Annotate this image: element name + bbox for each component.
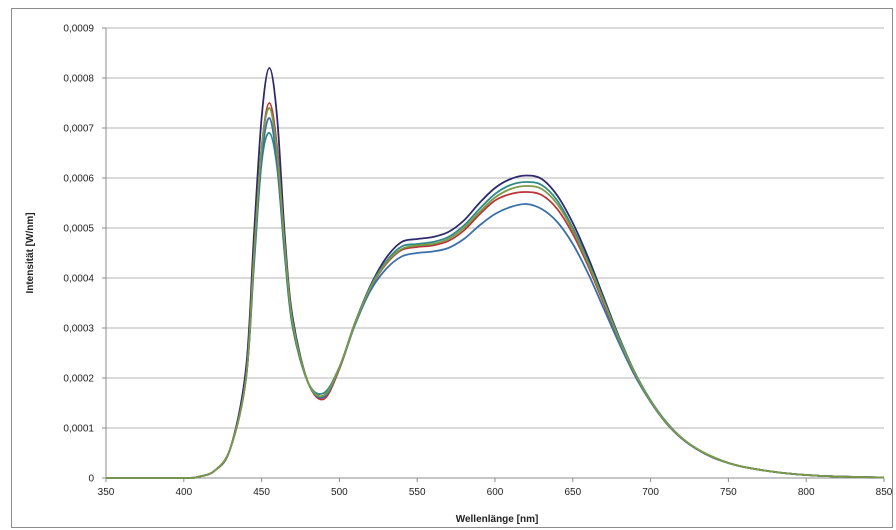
y-tick-label: 0,0008 bbox=[63, 74, 94, 85]
series-line-1 bbox=[106, 67, 885, 479]
tick-labels: 0 0,0001 0,0002 0,0003 0,0004 0,0005 0,0006 0,0… bbox=[63, 24, 892, 499]
y-tick-label: 0,0002 bbox=[63, 374, 94, 385]
y-tick-label: 0,0004 bbox=[63, 274, 94, 285]
x-axis-title: Wellenlänge [nm] bbox=[456, 514, 539, 525]
x-tick-label: 800 bbox=[798, 487, 815, 498]
y-tick-label: 0,0009 bbox=[63, 24, 94, 35]
chart-area bbox=[11, 8, 893, 528]
x-tick-label: 400 bbox=[175, 487, 192, 498]
y-axis-title: Intensität [W/nm] bbox=[25, 212, 36, 293]
y-tick-label: 0 bbox=[88, 474, 94, 485]
series-lines bbox=[106, 67, 885, 479]
series-line-5 bbox=[106, 107, 885, 479]
y-tick-label: 0,0001 bbox=[63, 424, 94, 435]
axes bbox=[102, 27, 885, 482]
x-tick-label: 750 bbox=[720, 487, 737, 498]
y-tick-label: 0,0006 bbox=[63, 174, 94, 185]
y-tick-label: 0,0003 bbox=[63, 324, 94, 335]
x-tick-label: 850 bbox=[876, 487, 893, 498]
y-tick-label: 0,0005 bbox=[63, 224, 94, 235]
y-tick-label: 0,0007 bbox=[63, 124, 94, 135]
series-line-2 bbox=[106, 132, 885, 479]
x-tick-label: 450 bbox=[253, 487, 270, 498]
x-tick-label: 500 bbox=[331, 487, 348, 498]
x-tick-label: 600 bbox=[487, 487, 504, 498]
series-line-4 bbox=[106, 117, 885, 479]
x-tick-label: 650 bbox=[564, 487, 581, 498]
gridlines bbox=[106, 27, 884, 429]
x-tick-label: 350 bbox=[98, 487, 115, 498]
x-tick-label: 700 bbox=[642, 487, 659, 498]
series-line-3 bbox=[106, 102, 885, 479]
x-tick-label: 550 bbox=[409, 487, 426, 498]
